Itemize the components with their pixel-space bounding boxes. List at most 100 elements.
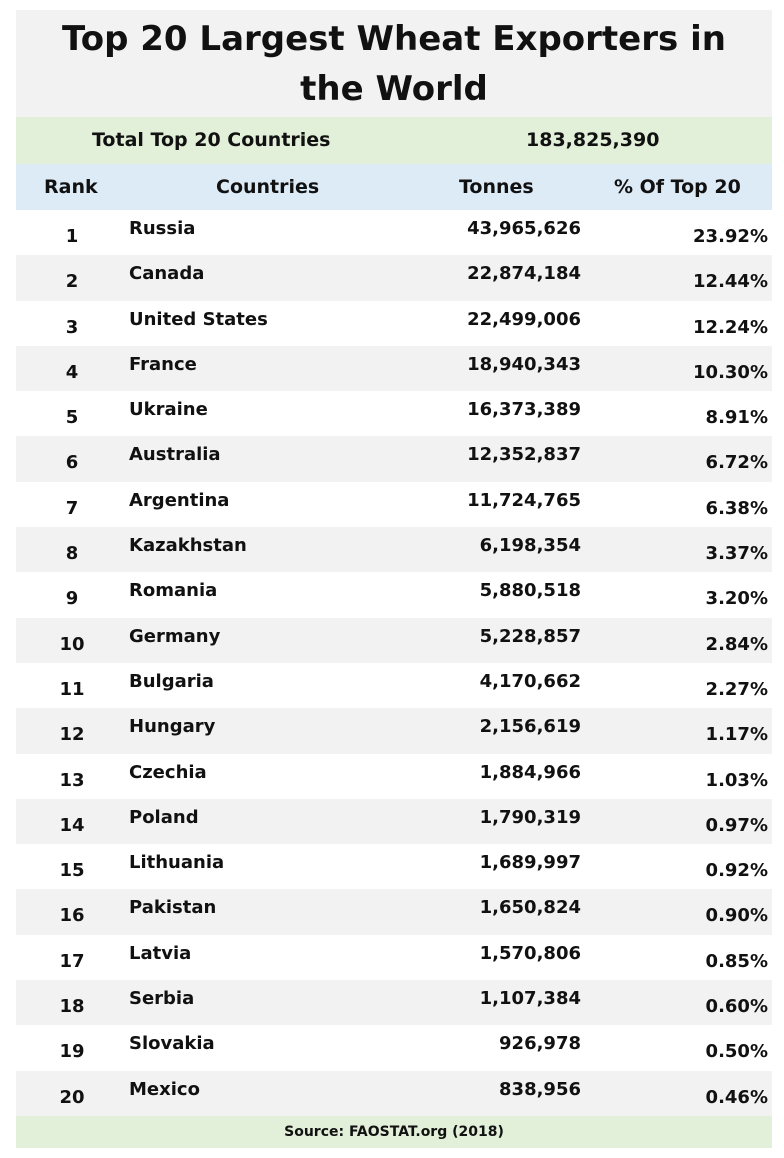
cell-tonnes: 43,965,626 [467,218,581,239]
cell-tonnes: 1,884,966 [479,761,581,783]
cell-country: France [129,353,197,375]
table-title: Top 20 Largest Wheat Exporters in the Wo… [16,10,772,117]
cell-percent: 0.60% [705,996,768,1018]
cell-country: Australia [129,444,221,466]
cell-tonnes: 1,790,319 [479,806,581,828]
cell-tonnes: 22,874,184 [467,263,581,285]
cell-percent: 12.44% [693,271,768,293]
cell-tonnes: 18,940,343 [467,353,581,375]
cell-percent: 6.72% [705,452,768,474]
cell-percent: 6.38% [705,497,768,519]
cell-rank: 19 [59,1041,85,1063]
column-header-row: Rank Countries Tonnes % Of Top 20 [16,164,772,210]
table-row: 13 Czechia 1,884,966 1.03% [16,753,772,799]
cell-rank: 6 [65,452,79,474]
table-row: 17 Latvia 1,570,806 0.85% [16,934,772,981]
cell-country: Canada [129,263,205,285]
cell-percent: 23.92% [693,226,768,247]
cell-percent: 2.27% [705,678,768,700]
cell-tonnes: 1,650,824 [479,897,581,919]
cell-country: United States [129,308,268,330]
cell-rank: 7 [65,497,79,519]
total-row: Total Top 20 Countries 183,825,390 [16,117,772,164]
table-row: 9 Romania 5,880,518 3.20% [16,572,772,618]
cell-country: Kazakhstan [129,535,247,557]
cell-rank: 8 [65,543,79,565]
cell-rank: 14 [59,814,85,836]
cell-percent: 0.46% [705,1086,768,1108]
cell-country: Czechia [129,761,207,783]
cell-rank: 1 [65,226,79,247]
cell-rank: 18 [59,996,85,1018]
cell-percent: 3.37% [705,543,768,565]
cell-percent: 8.91% [705,407,768,429]
cell-tonnes: 1,570,806 [479,942,581,964]
wheat-exporters-table: Top 20 Largest Wheat Exporters in the Wo… [16,10,772,1148]
cell-rank: 9 [65,588,79,610]
cell-percent: 0.90% [705,905,768,927]
cell-percent: 0.92% [705,860,768,882]
cell-tonnes: 5,880,518 [479,580,581,602]
cell-tonnes: 6,198,354 [479,535,581,557]
cell-rank: 11 [59,678,85,700]
cell-country: Germany [129,625,221,647]
table-row: 6 Australia 12,352,837 6.72% [16,436,772,482]
cell-tonnes: 838,956 [499,1078,581,1100]
cell-rank: 15 [59,860,85,882]
cell-percent: 10.30% [693,361,768,383]
cell-rank: 20 [59,1086,85,1108]
cell-country: Slovakia [129,1033,215,1055]
cell-rank: 12 [59,724,85,746]
cell-country: Argentina [129,489,230,511]
cell-percent: 1.03% [705,769,768,791]
cell-country: Ukraine [129,399,208,421]
table-row: 10 Germany 5,228,857 2.84% [16,617,772,663]
cell-percent: 2.84% [705,633,768,655]
table-row: 12 Hungary 2,156,619 1.17% [16,708,772,754]
column-header-tonnes: Tonnes [459,176,534,198]
cell-percent: 0.97% [705,814,768,836]
table-row: 11 Bulgaria 4,170,662 2.27% [16,662,772,709]
column-header-rank: Rank [44,176,98,198]
cell-rank: 16 [59,905,85,927]
table-row: 19 Slovakia 926,978 0.50% [16,1025,772,1071]
cell-country: Poland [129,806,199,828]
total-label: Total Top 20 Countries [92,129,331,151]
cell-country: Pakistan [129,897,217,919]
cell-tonnes: 926,978 [499,1033,581,1055]
cell-tonnes: 5,228,857 [479,625,581,647]
cell-tonnes: 1,107,384 [479,988,581,1010]
cell-rank: 5 [65,407,79,429]
cell-country: Hungary [129,716,216,738]
table-row: 2 Canada 22,874,184 12.44% [16,255,772,301]
cell-country: Mexico [129,1078,200,1100]
table-row: 1 Russia 43,965,626 23.92% [16,210,772,256]
cell-tonnes: 2,156,619 [479,716,581,738]
cell-percent: 0.85% [705,950,768,972]
cell-tonnes: 11,724,765 [467,489,581,511]
cell-tonnes: 1,689,997 [479,852,581,874]
table-row: 3 United States 22,499,006 12.24% [16,300,772,346]
cell-tonnes: 12,352,837 [467,444,581,466]
cell-country: Lithuania [129,852,225,874]
cell-country: Bulgaria [129,670,214,692]
cell-country: Serbia [129,988,195,1010]
cell-tonnes: 16,373,389 [467,399,581,421]
column-header-percent: % Of Top 20 [614,176,741,198]
cell-percent: 12.24% [693,316,768,338]
cell-country: Romania [129,580,218,602]
column-header-countries: Countries [216,176,320,198]
cell-rank: 10 [59,633,85,655]
table-row: 14 Poland 1,790,319 0.97% [16,798,772,845]
cell-rank: 2 [65,271,79,293]
cell-percent: 3.20% [705,588,768,610]
table-row: 7 Argentina 11,724,765 6.38% [16,481,772,528]
cell-percent: 0.50% [705,1041,768,1063]
cell-tonnes: 4,170,662 [479,670,581,692]
cell-country: Russia [129,218,196,239]
cell-rank: 17 [59,950,85,972]
table-row: 18 Serbia 1,107,384 0.60% [16,980,772,1026]
table-body: 1 Russia 43,965,626 23.92% 2 Canada 22,874,184… [16,210,772,1116]
cell-country: Latvia [129,942,192,964]
cell-tonnes: 22,499,006 [467,308,581,330]
